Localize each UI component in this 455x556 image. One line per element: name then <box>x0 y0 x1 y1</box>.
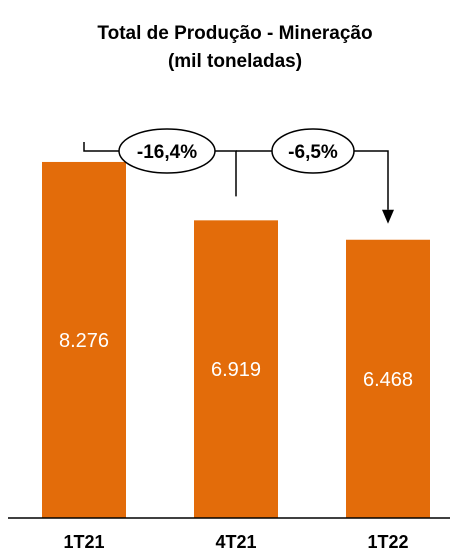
change-bubble <box>118 128 216 174</box>
chart-subtitle: (mil toneladas) <box>168 51 302 72</box>
change-label: -6,5% <box>288 142 338 163</box>
change-bubble <box>271 128 355 174</box>
arrow-head <box>382 209 394 224</box>
category-label: 4T21 <box>215 532 256 551</box>
category-label: 1T21 <box>63 532 104 551</box>
bars-group: 8.276 1T21 6.919 4T21 6.468 1T22 <box>42 161 430 552</box>
chart-title: Total de Produção - Mineração <box>97 23 372 44</box>
bar-value-label: 6.468 <box>363 369 413 391</box>
bracket-line-2 <box>236 150 389 210</box>
category-label: 1T22 <box>367 532 408 551</box>
bar-1T22 <box>346 239 430 518</box>
bar-value-label: 6.919 <box>211 359 261 381</box>
annotations-group: -16,4% -6,5% <box>83 128 394 224</box>
change-label: -16,4% <box>137 142 197 163</box>
bar-1T21 <box>42 161 126 518</box>
bar-value-label: 8.276 <box>59 330 109 352</box>
bar-4T21 <box>194 220 278 518</box>
